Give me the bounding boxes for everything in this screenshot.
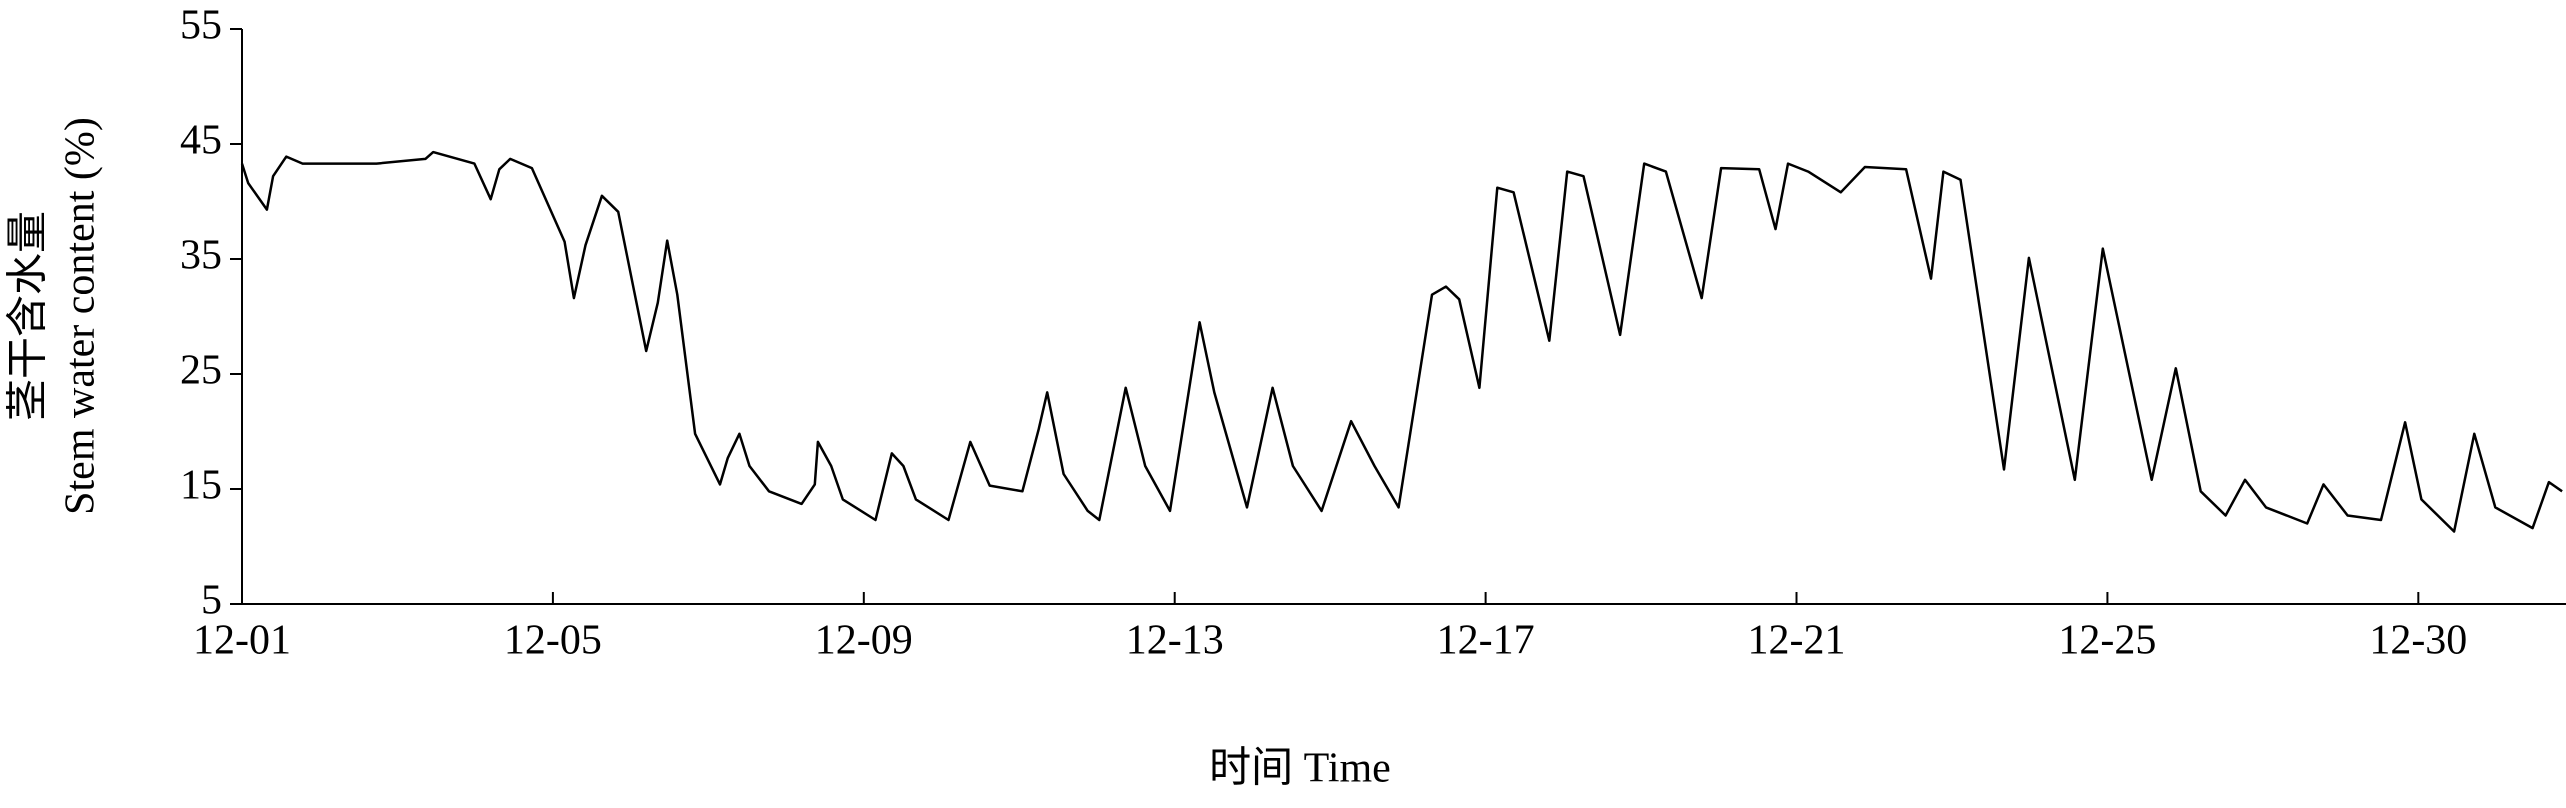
x-tick-label: 12-09 xyxy=(815,618,913,664)
y-tick-label: 5 xyxy=(201,578,222,624)
y-tick-label: 35 xyxy=(180,233,222,279)
x-tick-label: 12-30 xyxy=(2369,618,2467,664)
y-tick-label: 25 xyxy=(180,348,222,394)
x-tick-label: 12-01 xyxy=(193,618,291,664)
y-tick-label: 15 xyxy=(180,463,222,509)
y-tick-label: 55 xyxy=(180,3,222,49)
y-tick-label: 45 xyxy=(180,118,222,164)
x-tick-label: 12-05 xyxy=(504,618,602,664)
x-tick-label: 12-21 xyxy=(1748,618,1846,664)
y-axis-label: 茎干含水量 xyxy=(6,211,52,421)
data-line xyxy=(240,150,2563,533)
x-tick-label: 12-25 xyxy=(2058,618,2156,664)
x-axis-label: 时间 Time xyxy=(1209,746,1391,792)
x-tick-label: 12-13 xyxy=(1126,618,1224,664)
y-axis-label: Stem water content (%) xyxy=(58,117,104,515)
x-tick-label: 12-17 xyxy=(1437,618,1535,664)
